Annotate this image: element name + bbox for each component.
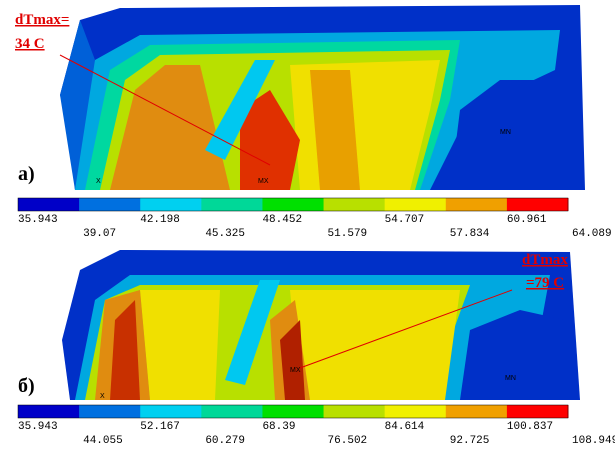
scale-swatch	[140, 405, 202, 418]
annotation: dTmax	[522, 252, 568, 268]
scale-label: 100.837	[507, 421, 553, 433]
scale-label: 92.725	[450, 435, 490, 447]
scale-swatch	[262, 198, 324, 211]
axis-marker: X	[96, 178, 101, 185]
max-marker: MX	[290, 367, 301, 374]
bottom-contour-plot	[62, 250, 580, 400]
scale-swatch	[324, 405, 386, 418]
scale-label: 35.943	[18, 214, 58, 226]
annotation: dTmax=	[15, 12, 69, 28]
panel-label: а)	[18, 163, 35, 185]
scale-swatch	[79, 405, 141, 418]
scale-swatch	[140, 198, 202, 211]
scale-label: 42.198	[140, 214, 180, 226]
color-scale: 35.943 52.167 68.39 84.614 100.837 44.055 60.2…	[18, 405, 615, 447]
scale-swatch	[507, 198, 569, 211]
scale-label: 60.279	[205, 435, 245, 447]
scale-swatch	[201, 198, 263, 211]
scale-swatch	[385, 198, 447, 211]
min-marker: MN	[500, 129, 511, 136]
scale-label: 76.502	[328, 435, 368, 447]
scale-swatch	[201, 405, 263, 418]
scale-swatch	[385, 405, 447, 418]
panel-label: б)	[18, 375, 35, 397]
top-contour-plot	[60, 5, 585, 190]
scale-swatch	[446, 198, 508, 211]
scale-label: 51.579	[328, 228, 368, 240]
scale-swatch	[446, 405, 508, 418]
scale-label: 39.07	[83, 228, 116, 240]
scale-swatch	[79, 198, 141, 211]
scale-swatch	[507, 405, 569, 418]
scale-label: 84.614	[385, 421, 425, 433]
scale-label: 44.055	[83, 435, 123, 447]
figure: dTmax= 34 C а) MX MN X 35.943 42.198 48.45…	[0, 0, 615, 475]
scale-label: 48.452	[262, 214, 302, 226]
color-scale: 35.943 42.198 48.452 54.707 60.961 39.07 45.32…	[18, 198, 612, 240]
annotation: =79 C	[526, 275, 564, 291]
scale-label: 54.707	[385, 214, 425, 226]
scale-swatch	[18, 198, 80, 211]
figure-svg: dTmax= 34 C а) MX MN X 35.943 42.198 48.45…	[0, 0, 615, 475]
axis-marker: X	[100, 393, 105, 400]
annotation: 34 C	[15, 36, 45, 52]
scale-swatch	[262, 405, 324, 418]
scale-label: 68.39	[262, 421, 295, 433]
scale-label: 45.325	[205, 228, 245, 240]
scale-label: 64.089	[572, 228, 612, 240]
scale-label: 57.834	[450, 228, 490, 240]
scale-swatch	[324, 198, 386, 211]
scale-label: 60.961	[507, 214, 547, 226]
scale-swatch	[18, 405, 80, 418]
scale-label: 52.167	[140, 421, 180, 433]
min-marker: MN	[505, 375, 516, 382]
scale-label: 35.943	[18, 421, 58, 433]
max-marker: MX	[258, 178, 269, 185]
scale-label: 108.949	[572, 435, 615, 447]
